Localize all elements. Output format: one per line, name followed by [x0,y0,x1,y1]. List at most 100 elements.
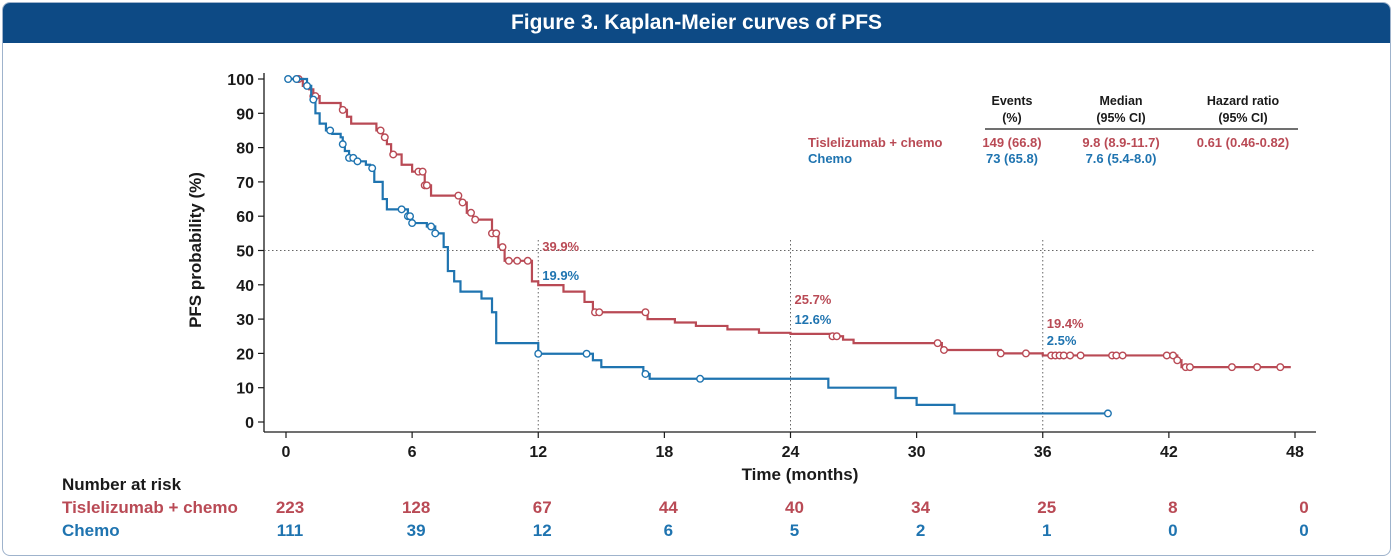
legend-row-events: 73 (65.8) [986,151,1038,166]
y-tick-label: 0 [245,415,254,432]
risk-row-name: Tislelizumab + chemo [62,498,238,517]
y-tick-label: 80 [236,141,254,158]
censor-mark-tislelizumab [832,332,841,341]
y-tick-label: 30 [236,312,254,329]
risk-value: 0 [1299,498,1308,517]
risk-value: 0 [1299,521,1308,540]
x-tick-label: 18 [655,444,673,461]
censor-mark-tislelizumab [1169,351,1178,360]
landmark-label-tislelizumab: 39.9% [542,239,579,254]
x-tick-label: 36 [1034,444,1052,461]
censor-mark-tislelizumab [389,150,398,159]
censor-mark-tislelizumab [939,345,948,354]
risk-value: 8 [1168,498,1177,517]
censor-mark-chemo [641,369,650,378]
censor-mark-chemo [431,229,440,238]
y-tick-label: 40 [236,278,254,295]
y-tick-label: 50 [236,244,254,261]
censor-mark-tislelizumab [498,243,507,252]
censor-mark-tislelizumab [338,105,347,114]
legend-row-median: 9.8 (8.9-11.7) [1082,135,1159,150]
censor-mark-tislelizumab [380,133,389,142]
censor-mark-chemo [338,140,347,149]
risk-value: 5 [790,521,799,540]
x-tick-label: 30 [908,444,926,461]
censor-mark-chemo [368,164,377,173]
risk-value: 34 [911,498,930,517]
censor-mark-tislelizumab [513,256,522,265]
x-tick-label: 0 [282,444,291,461]
censor-mark-tislelizumab [1118,351,1127,360]
censor-mark-chemo [696,374,705,383]
censor-mark-chemo [427,222,436,231]
y-tick-label: 90 [236,106,254,123]
censor-mark-chemo [326,126,335,135]
y-tick-label: 70 [236,175,254,192]
x-axis-label: Time (months) [742,465,859,484]
x-tick-label: 24 [782,444,800,461]
legend-row-median: 7.6 (5.4-8.0) [1086,151,1157,166]
legend-header-sub: (95% CI) [1096,111,1145,125]
censor-mark-tislelizumab [454,191,463,200]
risk-value: 40 [785,498,804,517]
landmark-label-tislelizumab: 19.4% [1047,316,1084,331]
censor-mark-tislelizumab [471,215,480,224]
censor-mark-tislelizumab [523,256,532,265]
censor-mark-tislelizumab [1076,351,1085,360]
risk-value: 39 [407,521,426,540]
risk-row-name: Chemo [62,521,120,540]
risk-value: 128 [402,498,430,517]
censor-mark-tislelizumab [376,126,385,135]
censor-mark-chemo [406,212,415,221]
x-tick-label: 6 [408,444,417,461]
risk-value: 111 [277,521,304,540]
censor-mark-tislelizumab [1227,363,1236,372]
landmark-label-chemo: 2.5% [1047,333,1077,348]
legend-header: Median [1099,94,1142,108]
censor-mark-chemo [397,205,406,214]
censor-mark-tislelizumab [492,229,501,238]
risk-value: 1 [1042,521,1051,540]
censor-mark-tislelizumab [933,339,942,348]
y-tick-label: 60 [236,209,254,226]
y-tick-label: 10 [236,381,254,398]
risk-value: 25 [1037,498,1056,517]
x-tick-label: 12 [529,444,547,461]
risk-table-title: Number at risk [62,475,182,494]
censor-mark-chemo [1103,409,1112,418]
censor-mark-chemo [284,74,293,83]
censor-mark-tislelizumab [418,167,427,176]
censor-mark-chemo [582,349,591,358]
censor-mark-tislelizumab [422,181,431,190]
censor-mark-tislelizumab [1253,363,1262,372]
curve-chemo [286,77,1106,415]
legend-row-name: Tislelizumab + chemo [808,135,943,150]
legend-row-name: Chemo [808,151,852,166]
censor-mark-tislelizumab [458,198,467,207]
censor-mark-tislelizumab [1276,363,1285,372]
x-tick-label: 48 [1286,444,1304,461]
censor-mark-tislelizumab [595,308,604,317]
x-tick-label: 42 [1160,444,1178,461]
landmark-label-chemo: 12.6% [795,312,832,327]
y-tick-label: 100 [227,72,254,89]
censor-mark-tislelizumab [1066,351,1075,360]
censor-mark-tislelizumab [641,308,650,317]
censor-mark-chemo [353,157,362,166]
censor-mark-tislelizumab [466,208,475,217]
y-axis-label: PFS probability (%) [186,172,205,328]
risk-value: 2 [916,521,925,540]
y-tick-label: 20 [236,346,254,363]
censor-mark-tislelizumab [1173,356,1182,365]
censor-mark-chemo [309,95,318,104]
risk-value: 223 [276,498,304,517]
censor-mark-chemo [408,219,417,228]
risk-value: 0 [1168,521,1177,540]
censor-mark-tislelizumab [996,349,1005,358]
risk-value: 67 [533,498,552,517]
legend-header-sub: (%) [1002,111,1021,125]
censor-mark-tislelizumab [1021,349,1030,358]
legend-row-events: 149 (66.8) [982,135,1041,150]
